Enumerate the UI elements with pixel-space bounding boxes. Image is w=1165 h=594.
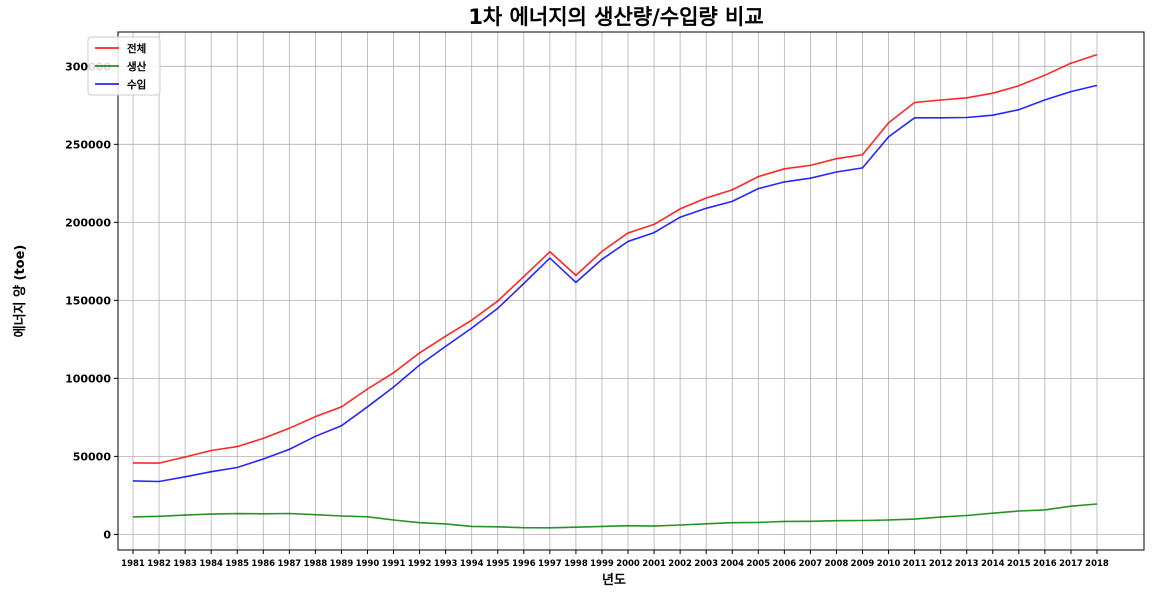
y-tick-label: 150000	[65, 294, 111, 307]
x-tick-label: 2017	[1059, 559, 1083, 569]
chart-title: 1차 에너지의 생산량/수입량 비교	[468, 5, 763, 29]
x-axis-ticks: 1981 1982 1983 1984 1985 1986 1987 1988 1989 1990…	[121, 550, 1109, 569]
x-tick-label: 2003	[694, 559, 718, 569]
grid	[118, 32, 1144, 550]
x-tick-label: 1990	[356, 559, 380, 569]
x-tick-label: 2000	[616, 559, 640, 569]
legend-box	[87, 36, 161, 96]
x-tick-label: 1983	[173, 559, 197, 569]
x-tick-label: 1994	[460, 559, 484, 569]
x-tick-label: 2005	[746, 559, 770, 569]
x-tick-label: 2004	[720, 559, 744, 569]
x-tick-label: 1998	[564, 559, 588, 569]
x-tick-label: 1999	[590, 559, 614, 569]
series-lines	[132, 53, 1098, 529]
y-axis-label: 에너지 양 (toe)	[12, 245, 28, 338]
y-tick-label: 100000	[65, 372, 111, 385]
plot-area	[117, 31, 1145, 551]
x-tick-label: 2011	[903, 559, 927, 569]
x-tick-label: 1985	[225, 559, 249, 569]
x-tick-label: 2006	[773, 559, 797, 569]
legend-label: 전체	[127, 42, 146, 55]
y-axis-ticks: 050000100000150000200000250000300000	[65, 60, 118, 541]
x-tick-label: 1993	[434, 559, 458, 569]
x-tick-label: 1995	[486, 559, 510, 569]
x-tick-label: 1986	[251, 559, 275, 569]
y-tick-label: 200000	[65, 216, 111, 229]
x-tick-label: 1996	[512, 559, 536, 569]
series-line-3	[132, 84, 1098, 483]
x-tick-label: 1981	[121, 559, 145, 569]
x-tick-label: 2018	[1085, 559, 1109, 569]
x-tick-label: 2002	[668, 559, 692, 569]
x-tick-label: 2013	[955, 559, 979, 569]
x-tick-label: 1992	[408, 559, 432, 569]
series-line-1	[132, 53, 1098, 464]
x-tick-label: 1997	[538, 559, 562, 569]
x-tick-label: 2012	[929, 559, 953, 569]
x-tick-label: 2008	[825, 559, 849, 569]
x-tick-label: 2007	[799, 559, 823, 569]
legend-label: 수입	[127, 78, 146, 91]
legend-label: 생산	[127, 60, 147, 73]
x-axis-label: 년도	[602, 573, 626, 588]
x-tick-label: 2015	[1007, 559, 1031, 569]
x-tick-label: 1991	[382, 559, 406, 569]
y-tick-label: 250000	[65, 138, 111, 151]
series-line-2	[132, 503, 1098, 529]
x-tick-label: 2001	[642, 559, 666, 569]
x-tick-label: 1989	[330, 559, 354, 569]
x-tick-label: 2016	[1033, 559, 1057, 569]
y-tick-label: 50000	[73, 450, 112, 463]
x-tick-label: 1988	[304, 559, 328, 569]
x-tick-label: 1982	[147, 559, 171, 569]
x-tick-label: 1984	[199, 559, 223, 569]
y-tick-label: 0	[103, 528, 111, 541]
x-tick-label: 1987	[277, 559, 301, 569]
x-tick-label: 2014	[981, 559, 1005, 569]
x-tick-label: 2010	[877, 559, 901, 569]
x-tick-label: 2009	[851, 559, 875, 569]
